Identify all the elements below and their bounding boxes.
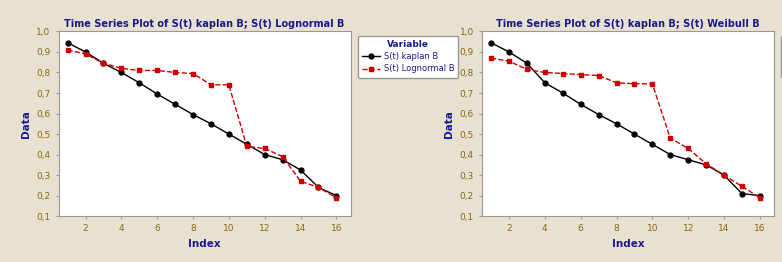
S(t) kaplan B (594, 113, 603, 116)
S(t) kaplan B (296, 168, 305, 172)
S(t) Lognormal B (63, 48, 72, 51)
S(t) kaplan B (314, 186, 323, 189)
Line: S(t) kaplan B: S(t) kaplan B (489, 40, 762, 198)
S(t) Weibull B (504, 60, 514, 63)
S(t) kaplan B (117, 71, 126, 74)
Y-axis label: Data: Data (20, 110, 30, 138)
S(t) kaplan B (242, 143, 252, 146)
S(t) Weibull B (630, 82, 639, 85)
S(t) kaplan B (486, 41, 496, 44)
S(t) Lognormal B (332, 196, 341, 199)
S(t) kaplan B (755, 194, 765, 197)
S(t) kaplan B (332, 194, 341, 197)
S(t) kaplan B (63, 41, 72, 44)
S(t) kaplan B (206, 122, 216, 125)
Legend: S(t) kaplan B, S(t) Lognormal B: S(t) kaplan B, S(t) Lognormal B (358, 36, 458, 78)
S(t) kaplan B (278, 158, 287, 161)
Title: Time Series Plot of S(t) kaplan B; S(t) Weibull B: Time Series Plot of S(t) kaplan B; S(t) … (497, 19, 760, 29)
S(t) kaplan B (260, 153, 269, 156)
S(t) Weibull B (522, 68, 532, 71)
S(t) kaplan B (558, 91, 568, 95)
S(t) kaplan B (99, 62, 108, 65)
S(t) Weibull B (576, 73, 586, 76)
S(t) Weibull B (594, 74, 603, 77)
S(t) kaplan B (224, 133, 234, 136)
S(t) Weibull B (558, 72, 568, 75)
S(t) Lognormal B (314, 186, 323, 189)
S(t) kaplan B (135, 81, 144, 84)
S(t) Lognormal B (296, 180, 305, 183)
S(t) Lognormal B (135, 69, 144, 72)
S(t) kaplan B (540, 81, 550, 84)
S(t) Lognormal B (224, 83, 234, 86)
S(t) Lognormal B (278, 155, 287, 158)
S(t) kaplan B (719, 173, 729, 177)
X-axis label: Index: Index (188, 239, 221, 249)
S(t) Lognormal B (188, 72, 198, 75)
S(t) kaplan B (647, 143, 657, 146)
Title: Time Series Plot of S(t) kaplan B; S(t) Lognormal B: Time Series Plot of S(t) kaplan B; S(t) … (64, 19, 345, 29)
S(t) kaplan B (737, 192, 747, 195)
S(t) kaplan B (665, 153, 675, 156)
S(t) kaplan B (522, 62, 532, 65)
S(t) Weibull B (701, 162, 711, 165)
S(t) Lognormal B (242, 145, 252, 148)
S(t) Lognormal B (152, 69, 162, 72)
Y-axis label: Data: Data (444, 110, 454, 138)
Line: S(t) Weibull B: S(t) Weibull B (489, 56, 762, 200)
S(t) Weibull B (737, 185, 747, 188)
S(t) Weibull B (486, 57, 496, 60)
S(t) kaplan B (576, 103, 586, 106)
S(t) Lognormal B (206, 83, 216, 86)
S(t) kaplan B (683, 158, 693, 161)
S(t) kaplan B (188, 113, 198, 116)
S(t) Weibull B (647, 82, 657, 85)
S(t) Lognormal B (117, 67, 126, 70)
Line: S(t) Lognormal B: S(t) Lognormal B (65, 47, 339, 200)
S(t) Weibull B (719, 173, 729, 177)
S(t) Weibull B (683, 147, 693, 150)
S(t) kaplan B (504, 50, 514, 53)
X-axis label: Index: Index (612, 239, 644, 249)
S(t) kaplan B (81, 50, 90, 53)
S(t) Lognormal B (170, 71, 180, 74)
Line: S(t) kaplan B: S(t) kaplan B (65, 40, 339, 198)
S(t) Lognormal B (81, 52, 90, 56)
S(t) Weibull B (665, 137, 675, 140)
S(t) Weibull B (755, 196, 765, 199)
S(t) kaplan B (152, 92, 162, 96)
S(t) Lognormal B (260, 147, 269, 150)
S(t) Weibull B (540, 71, 550, 74)
S(t) Weibull B (612, 81, 621, 84)
S(t) Lognormal B (99, 62, 108, 65)
S(t) kaplan B (701, 163, 711, 166)
S(t) kaplan B (630, 133, 639, 136)
S(t) kaplan B (612, 122, 621, 125)
S(t) kaplan B (170, 103, 180, 106)
